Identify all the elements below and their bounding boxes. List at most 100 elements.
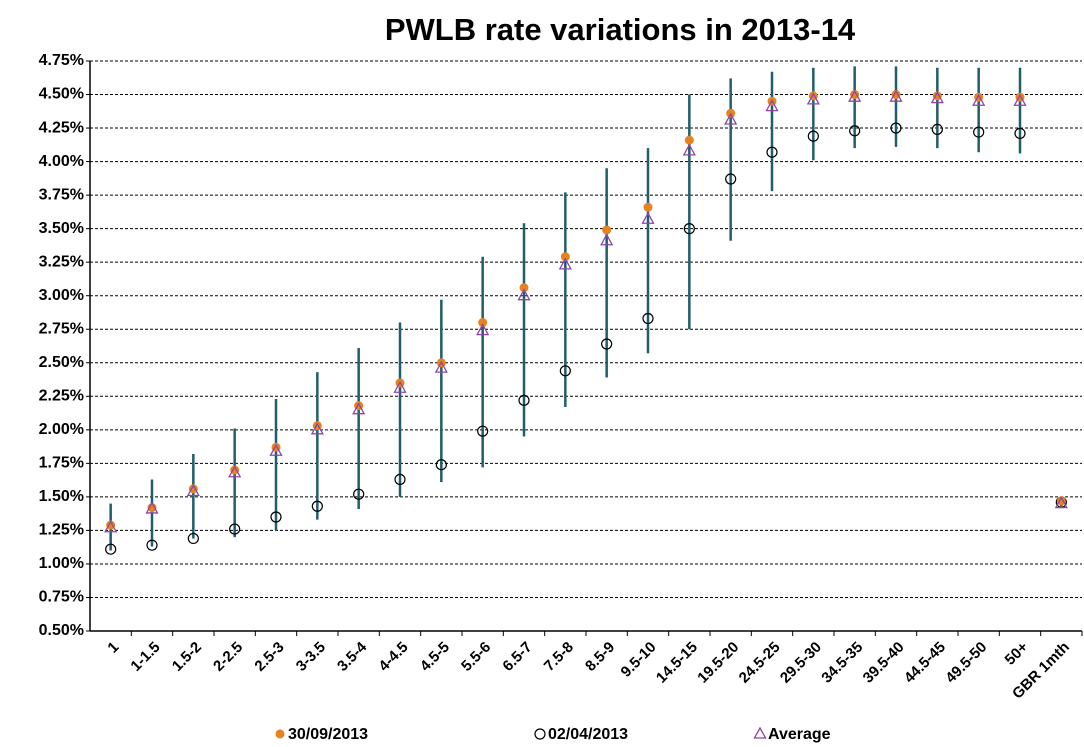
marker <box>559 365 571 377</box>
marker <box>435 459 447 471</box>
marker <box>972 93 986 106</box>
x-tick-label: 44.5-45 <box>901 639 949 687</box>
marker <box>186 484 200 497</box>
x-tick-label: 8.5-9 <box>582 639 618 675</box>
marker <box>228 465 242 478</box>
y-tick-label: 2.00% <box>39 421 84 438</box>
x-tick-label: 3.5-4 <box>334 638 371 675</box>
marker <box>104 520 118 533</box>
marker <box>476 323 490 336</box>
y-tick-label: 3.75% <box>39 186 84 203</box>
y-tick-label: 2.25% <box>39 388 84 405</box>
x-tick-label: 2.5-3 <box>251 639 287 675</box>
marker <box>519 283 529 293</box>
marker <box>353 488 365 500</box>
x-tick-label: 7.5-8 <box>541 639 577 675</box>
marker <box>434 360 448 373</box>
marker <box>147 503 157 513</box>
x-tick-label: 29.5-30 <box>777 639 825 687</box>
marker <box>684 135 694 145</box>
marker <box>1013 93 1027 106</box>
y-tick-label: 1.50% <box>39 488 84 505</box>
x-tick-label: 24.5-25 <box>736 639 784 687</box>
x-tick-label: 1-1.5 <box>127 639 163 675</box>
marker <box>891 90 901 100</box>
marker <box>478 318 488 328</box>
marker <box>1054 496 1068 509</box>
marker <box>229 523 241 535</box>
marker <box>807 130 819 142</box>
marker <box>230 465 240 475</box>
legend-marker <box>275 729 285 739</box>
y-tick-label: 0.50% <box>39 622 84 639</box>
marker <box>146 539 158 551</box>
legend-marker <box>534 728 546 740</box>
x-tick-label: 1.5-2 <box>169 639 205 675</box>
x-tick-label: 14.5-15 <box>653 639 701 687</box>
marker <box>848 89 862 102</box>
y-tick-label: 3.50% <box>39 220 84 237</box>
marker <box>849 125 861 137</box>
x-tick-label: 2-2.5 <box>210 639 246 675</box>
y-tick-label: 2.75% <box>39 320 84 337</box>
marker <box>269 443 283 456</box>
marker <box>600 233 614 246</box>
marker <box>105 543 117 555</box>
marker <box>393 380 407 393</box>
x-tick-label: 1 <box>104 639 122 657</box>
marker <box>643 202 653 212</box>
x-tick-label: 6.5-7 <box>499 639 535 675</box>
legend-marker <box>753 726 767 739</box>
marker <box>1056 496 1066 506</box>
x-tick-label: 50+ <box>1002 638 1032 668</box>
marker <box>352 402 366 415</box>
chart-title: PWLB rate variations in 2013-14 <box>385 12 856 47</box>
y-tick-label: 0.75% <box>39 589 84 606</box>
x-tick-label: 5.5-6 <box>458 639 494 675</box>
y-tick-label: 4.00% <box>39 153 84 170</box>
marker <box>270 511 282 523</box>
marker <box>477 425 489 437</box>
y-tick-label: 4.25% <box>39 119 84 136</box>
y-tick-label: 3.25% <box>39 253 84 270</box>
x-tick-label: 49.5-50 <box>942 639 990 687</box>
x-tick-label: 19.5-20 <box>694 639 742 687</box>
marker <box>310 422 324 435</box>
marker <box>890 122 902 134</box>
legend-label: 30/09/2013 <box>288 726 368 743</box>
marker <box>682 143 696 156</box>
x-tick-label: 34.5-35 <box>818 639 866 687</box>
marker <box>558 257 572 270</box>
marker <box>683 223 695 235</box>
marker <box>106 520 116 530</box>
marker <box>560 252 570 262</box>
marker <box>642 312 654 325</box>
x-tick-label: 3-3.5 <box>293 639 329 675</box>
marker <box>311 500 323 512</box>
marker <box>188 484 198 494</box>
marker <box>518 394 530 406</box>
marker <box>724 112 738 125</box>
x-tick-label: 39.5-40 <box>860 639 908 687</box>
y-tick-label: 1.25% <box>39 522 84 539</box>
marker <box>766 146 778 158</box>
x-tick-label: 4-4.5 <box>375 639 411 675</box>
marker <box>806 92 820 105</box>
marker <box>725 173 737 185</box>
y-tick-label: 4.75% <box>39 52 84 69</box>
marker <box>932 91 942 101</box>
marker <box>517 288 531 301</box>
y-tick-label: 2.50% <box>39 354 84 371</box>
marker <box>187 532 199 545</box>
legend-label: Average <box>768 726 831 743</box>
y-tick-label: 3.00% <box>39 287 84 304</box>
marker <box>394 473 406 486</box>
marker <box>973 126 985 138</box>
marker <box>931 123 943 135</box>
y-tick-label: 4.50% <box>39 86 84 103</box>
x-tick-label: 4.5-5 <box>417 639 453 675</box>
marker <box>601 338 613 350</box>
marker <box>765 99 779 112</box>
marker <box>930 91 944 104</box>
